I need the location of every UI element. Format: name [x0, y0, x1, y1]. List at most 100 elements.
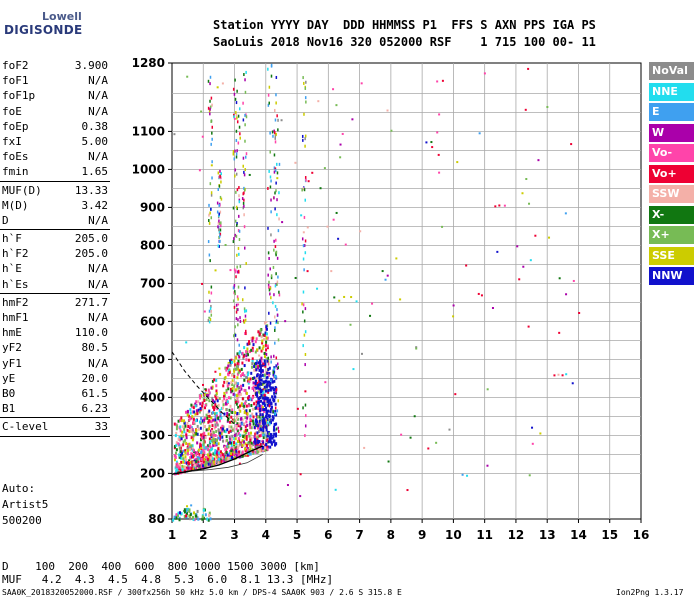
echo-point: [234, 419, 237, 423]
echo-point: [203, 399, 206, 403]
echo-point: [207, 518, 210, 522]
echo-point: [218, 212, 221, 216]
echo-point: [257, 429, 260, 433]
echo-point: [219, 239, 221, 243]
echo-point: [180, 434, 183, 438]
echo-point: [557, 373, 560, 376]
echo-point: [216, 423, 219, 427]
echo-point: [234, 97, 237, 101]
echo-point: [243, 434, 246, 438]
echo-point: [238, 252, 240, 256]
echo-point: [211, 424, 214, 428]
echo-point: [184, 449, 187, 453]
echo-point: [214, 370, 217, 373]
echo-point: [237, 386, 240, 390]
echo-point: [207, 420, 210, 424]
param-value: 3.42: [81, 198, 109, 212]
echo-point: [240, 427, 243, 431]
echo-point: [208, 320, 211, 324]
echo-point: [272, 134, 274, 138]
echo-point: [251, 419, 254, 423]
echo-point: [199, 443, 202, 447]
echo-point: [214, 449, 217, 453]
echo-point: [190, 455, 193, 459]
echo-point: [231, 420, 234, 424]
param-name: h`E: [2, 262, 22, 276]
param-row: hmE 110.0: [0, 325, 112, 340]
echo-point: [254, 388, 257, 392]
echo-point: [276, 280, 279, 284]
echo-point: [303, 333, 306, 337]
echo-point: [214, 418, 217, 422]
echo-point: [187, 424, 190, 428]
echo-point: [236, 440, 239, 444]
echo-point: [219, 195, 222, 199]
echo-point: [278, 429, 280, 433]
echo-point: [180, 456, 183, 460]
echo-point: [173, 515, 176, 519]
echo-point: [233, 446, 236, 450]
param-name: fxI: [2, 134, 22, 148]
echo-point: [186, 505, 189, 508]
echo-point: [273, 432, 276, 436]
y-tick-label: 1000: [132, 162, 165, 176]
echo-point: [276, 177, 279, 180]
echo-point: [409, 436, 412, 439]
echo-point: [193, 410, 196, 414]
echo-point: [190, 452, 193, 456]
echo-point: [274, 140, 277, 144]
echo-point: [266, 388, 269, 392]
echo-point: [267, 273, 269, 277]
echo-point: [431, 146, 434, 149]
echo-point: [196, 509, 199, 513]
echo-point: [264, 343, 267, 347]
echo-point: [268, 418, 271, 422]
echo-point: [239, 433, 242, 437]
echo-point: [239, 264, 242, 268]
echo-point: [236, 295, 239, 299]
echo-point: [266, 421, 269, 425]
echo-point: [305, 100, 307, 104]
echo-point: [235, 172, 238, 176]
echo-point: [233, 433, 236, 437]
echo-point: [208, 414, 211, 418]
echo-point: [227, 382, 230, 385]
echo-point: [189, 466, 192, 470]
echo-point: [226, 381, 229, 385]
echo-point: [252, 385, 255, 389]
x-tick-label: 6: [324, 528, 332, 542]
echo-point: [269, 131, 271, 135]
echo-point: [203, 310, 206, 313]
echo-point: [253, 364, 256, 368]
echo-point: [237, 445, 240, 449]
echo-point: [272, 398, 275, 402]
echo-point: [276, 114, 278, 118]
echo-point: [249, 417, 252, 421]
echo-point: [182, 449, 185, 453]
echo-point: [191, 428, 194, 432]
echo-point: [339, 143, 342, 146]
param-value: 61.5: [81, 386, 109, 400]
param-value: 110.0: [74, 326, 108, 340]
echo-point: [267, 103, 270, 107]
echo-point: [516, 245, 519, 248]
echo-point: [243, 364, 246, 368]
echo-point: [221, 82, 224, 85]
echo-point: [237, 323, 239, 327]
echo-point: [198, 456, 201, 460]
echo-point: [235, 449, 238, 453]
echo-point: [261, 440, 264, 443]
echo-point: [212, 457, 215, 461]
echo-point: [238, 390, 241, 394]
echo-point: [202, 508, 205, 512]
echo-point: [248, 420, 251, 424]
echo-point: [230, 452, 233, 456]
echo-point: [270, 276, 273, 280]
echo-point: [210, 193, 213, 197]
echo-point: [415, 346, 418, 349]
echo-point: [180, 451, 183, 455]
echo-point: [258, 383, 261, 387]
echo-point: [243, 411, 246, 415]
echo-point: [190, 403, 193, 407]
legend-item-vo: Vo-: [649, 144, 694, 162]
